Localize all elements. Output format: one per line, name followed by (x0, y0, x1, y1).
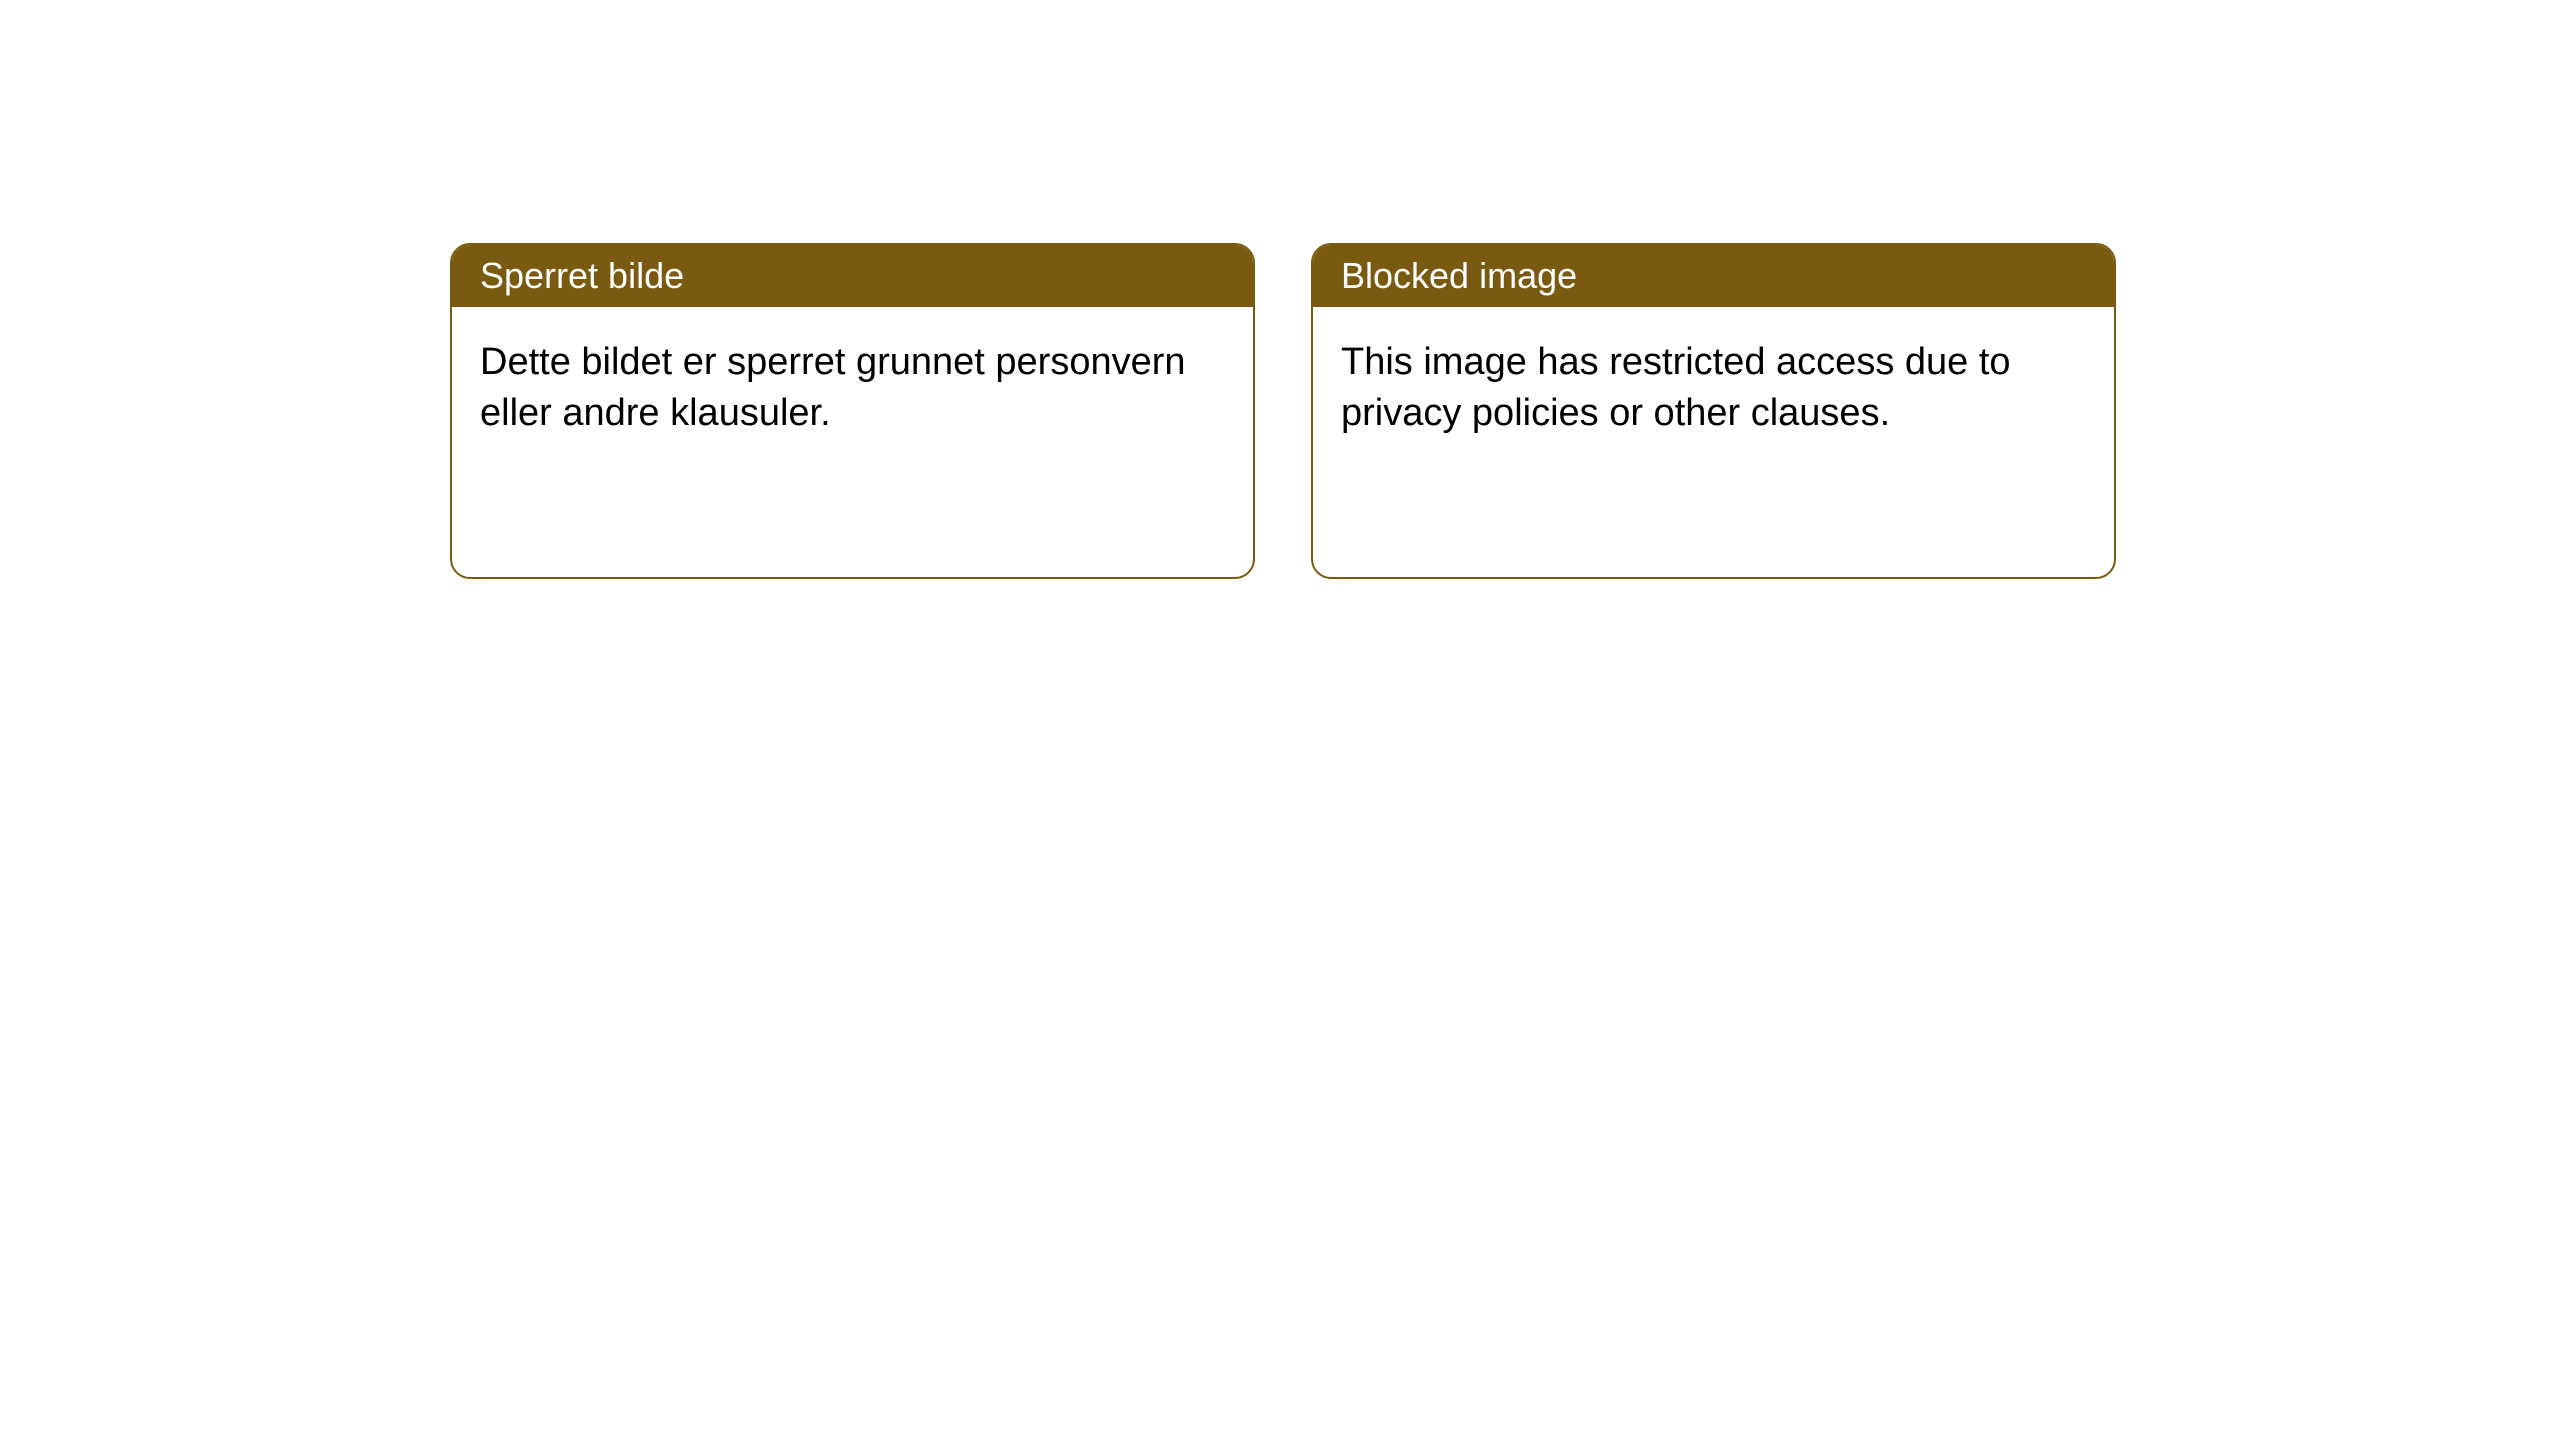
notice-card-title: Blocked image (1313, 245, 2114, 307)
notice-card-body: Dette bildet er sperret grunnet personve… (452, 307, 1253, 470)
notice-card-title: Sperret bilde (452, 245, 1253, 307)
notice-card-body: This image has restricted access due to … (1313, 307, 2114, 470)
notice-card-english: Blocked image This image has restricted … (1311, 243, 2116, 579)
notice-card-norwegian: Sperret bilde Dette bildet er sperret gr… (450, 243, 1255, 579)
notice-cards-container: Sperret bilde Dette bildet er sperret gr… (0, 0, 2560, 579)
